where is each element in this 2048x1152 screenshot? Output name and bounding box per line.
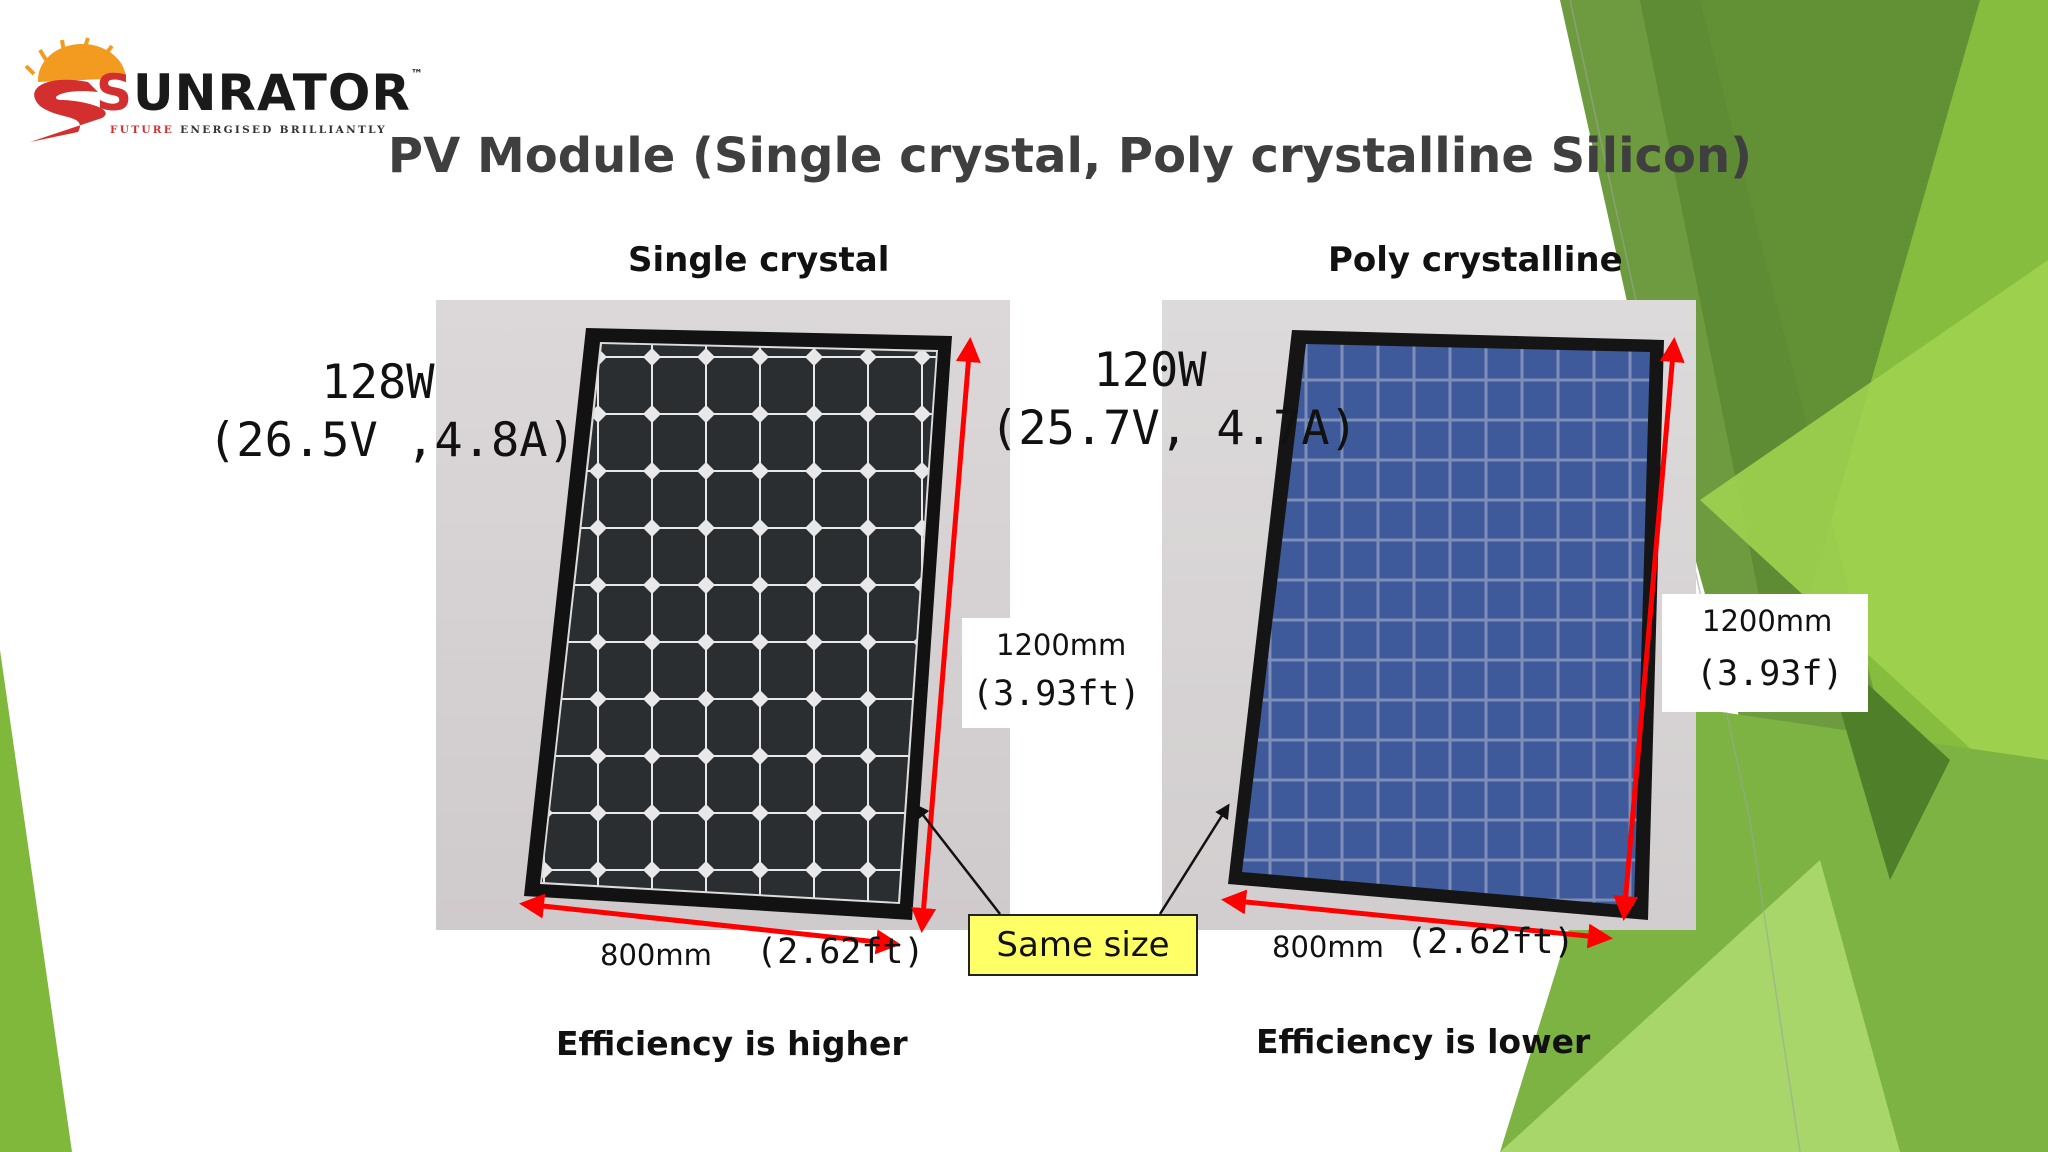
brand-tagline: FUTURE ENERGISED BRILLIANTLY [110,124,387,136]
single-crystal-height-label: 1200mm (3.93ft) [962,618,1141,728]
poly-crystalline-height-mm: 1200mm [1702,604,1833,638]
single-crystal-height-mm: 1200mm [996,628,1127,662]
poly-crystalline-width-mm: 800mm [1272,930,1384,964]
single-crystal-specs: 128W (26.5V ,4.8A) [208,354,576,470]
slide-title: PV Module (Single crystal, Poly crystall… [387,128,1753,184]
sun-swoosh-icon [24,37,126,142]
poly-crystalline-power: 120W [1093,343,1207,398]
same-size-callout: Same size [968,914,1198,976]
poly-crystalline-heading: Poly crystalline [1328,240,1623,280]
poly-crystalline-height-ft: (3.93f) [1696,654,1844,694]
single-crystal-efficiency: Efficiency is higher [556,1024,908,1063]
single-crystal-width-mm: 800mm [600,938,712,972]
poly-crystalline-specs: 120W (25.7V, 4.7A) [990,342,1358,458]
poly-crystalline-electrical: (25.7V, 4.7A) [990,401,1358,456]
single-crystal-heading: Single crystal [628,240,890,280]
brand-name: SUNRATOR™ [96,64,424,122]
single-crystal-electrical: (26.5V ,4.8A) [208,413,576,468]
single-crystal-power: 128W [321,355,435,410]
poly-crystalline-width-ft: (2.62ft) [1406,922,1575,962]
company-logo: SUNRATOR™ FUTURE ENERGISED BRILLIANTLY [18,30,438,150]
poly-crystalline-efficiency: Efficiency is lower [1256,1022,1591,1061]
poly-crystalline-height-label: 1200mm (3.93f) [1662,594,1868,712]
single-crystal-height-ft: (3.93ft) [972,674,1141,714]
single-crystal-width-ft: (2.62ft) [756,932,925,972]
poly-crystalline-panel-image [1162,300,1696,930]
